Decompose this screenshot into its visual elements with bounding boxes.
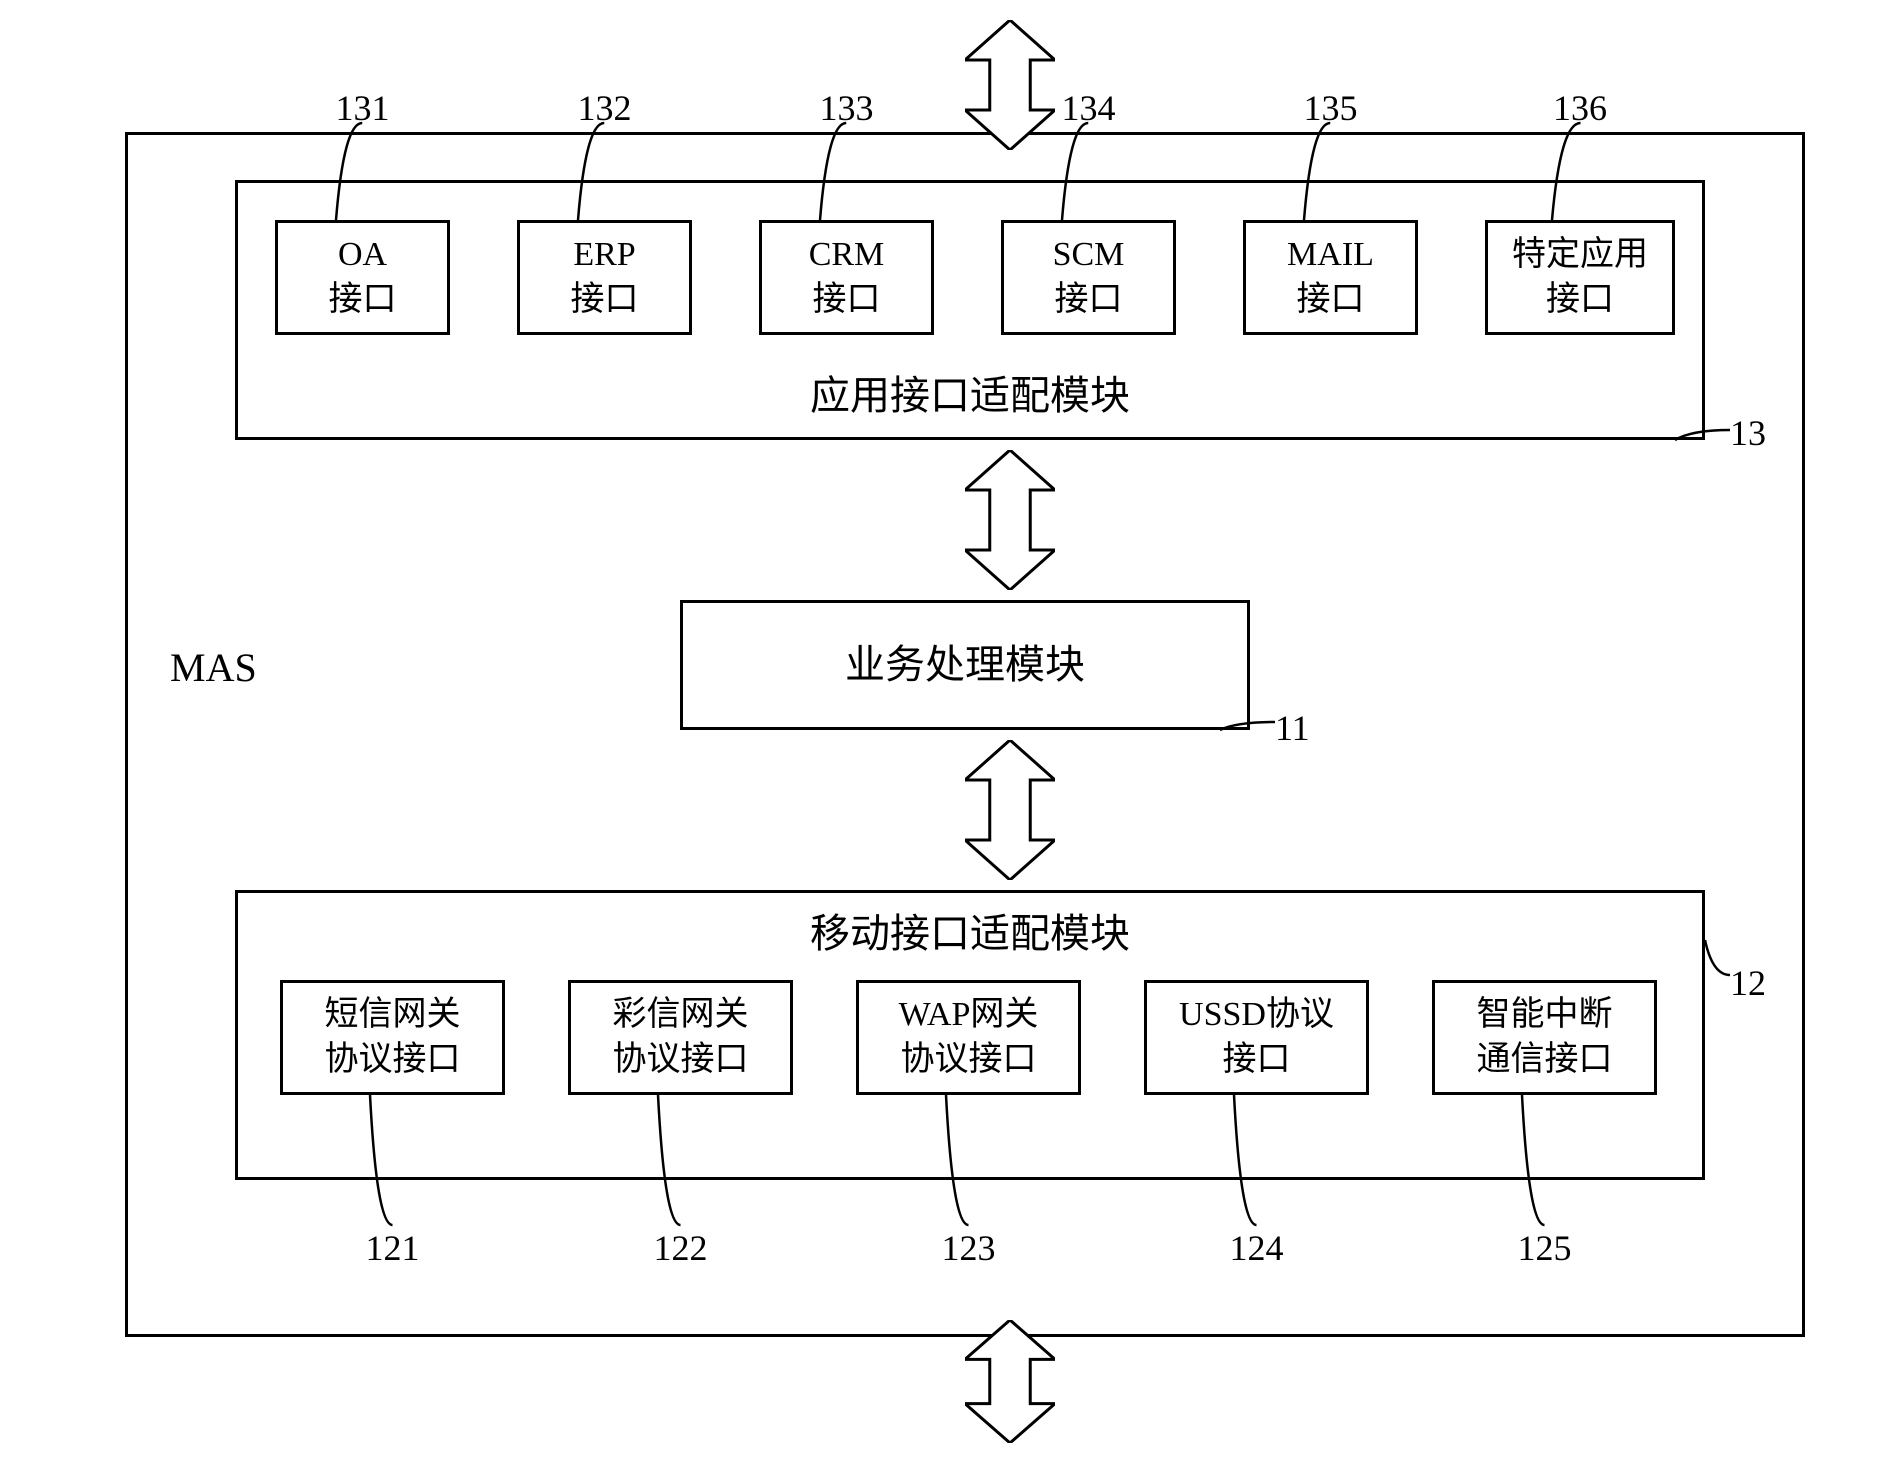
leader-line	[1294, 113, 1340, 230]
box-line1: MAIL	[1287, 233, 1374, 277]
mas-label: MAS	[170, 642, 257, 694]
box-line1: 短信网关	[325, 993, 461, 1037]
box-line2: 接口	[571, 278, 639, 322]
box-line1: OA	[338, 233, 387, 277]
app-adapter-title: 应用接口适配模块	[790, 370, 1150, 422]
mobile-interface-box: WAP网关协议接口	[856, 980, 1081, 1095]
box-line2: 协议接口	[325, 1038, 461, 1082]
box-line1: USSD协议	[1179, 993, 1334, 1037]
mobile-interface-box: 短信网关协议接口	[280, 980, 505, 1095]
leader-line	[1665, 420, 1740, 450]
leader-line	[648, 1085, 691, 1235]
leader-line	[360, 1085, 403, 1235]
box-line1: ERP	[573, 233, 635, 277]
box-line2: 通信接口	[1477, 1038, 1613, 1082]
box-line2: 接口	[329, 278, 397, 322]
app-interface-box: SCM接口	[1001, 220, 1176, 335]
app-interface-box: 特定应用接口	[1485, 220, 1675, 335]
business-processing-module: 业务处理模块	[680, 600, 1250, 730]
box-line2: 接口	[813, 278, 881, 322]
box-line1: WAP网关	[899, 993, 1039, 1037]
module-title: 业务处理模块	[845, 639, 1085, 691]
app-interface-box: CRM接口	[759, 220, 934, 335]
box-line2: 接口	[1546, 278, 1614, 322]
leader-line	[1542, 113, 1591, 230]
leader-line	[568, 113, 614, 230]
app-interface-box: ERP接口	[517, 220, 692, 335]
double-arrow	[965, 740, 1055, 880]
box-line1: 特定应用	[1512, 233, 1648, 277]
double-arrow	[965, 450, 1055, 590]
box-line2: 协议接口	[901, 1038, 1037, 1082]
mobile-interface-box: USSD协议接口	[1144, 980, 1369, 1095]
leader-line	[1512, 1085, 1555, 1235]
mobile-interface-box: 智能中断通信接口	[1432, 980, 1657, 1095]
leader-line	[936, 1085, 979, 1235]
double-arrow	[965, 1320, 1055, 1443]
box-line2: 协议接口	[613, 1038, 749, 1082]
double-arrow	[965, 20, 1055, 150]
box-line2: 接口	[1297, 278, 1365, 322]
mobile-interface-box: 彩信网关协议接口	[568, 980, 793, 1095]
leader-line	[1695, 930, 1740, 985]
box-line1: 彩信网关	[613, 993, 749, 1037]
leader-line	[1052, 113, 1098, 230]
mobile-adapter-title: 移动接口适配模块	[790, 908, 1150, 960]
box-line1: 智能中断	[1477, 993, 1613, 1037]
app-interface-box: MAIL接口	[1243, 220, 1418, 335]
leader-line	[1210, 712, 1285, 740]
leader-line	[810, 113, 856, 230]
leader-line	[326, 113, 372, 230]
leader-line	[1224, 1085, 1267, 1235]
box-line2: 接口	[1223, 1038, 1291, 1082]
box-line2: 接口	[1055, 278, 1123, 322]
box-line1: CRM	[809, 233, 885, 277]
box-line1: SCM	[1053, 233, 1125, 277]
app-interface-box: OA接口	[275, 220, 450, 335]
